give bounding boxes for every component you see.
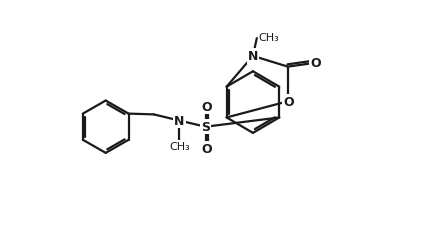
Text: N: N <box>174 114 184 128</box>
Text: CH₃: CH₃ <box>258 33 279 43</box>
Text: O: O <box>283 95 294 108</box>
Text: CH₃: CH₃ <box>169 141 190 151</box>
Text: O: O <box>201 101 212 114</box>
Text: N: N <box>248 50 258 63</box>
Text: O: O <box>310 57 321 70</box>
Text: S: S <box>201 121 210 134</box>
Text: O: O <box>201 142 212 155</box>
